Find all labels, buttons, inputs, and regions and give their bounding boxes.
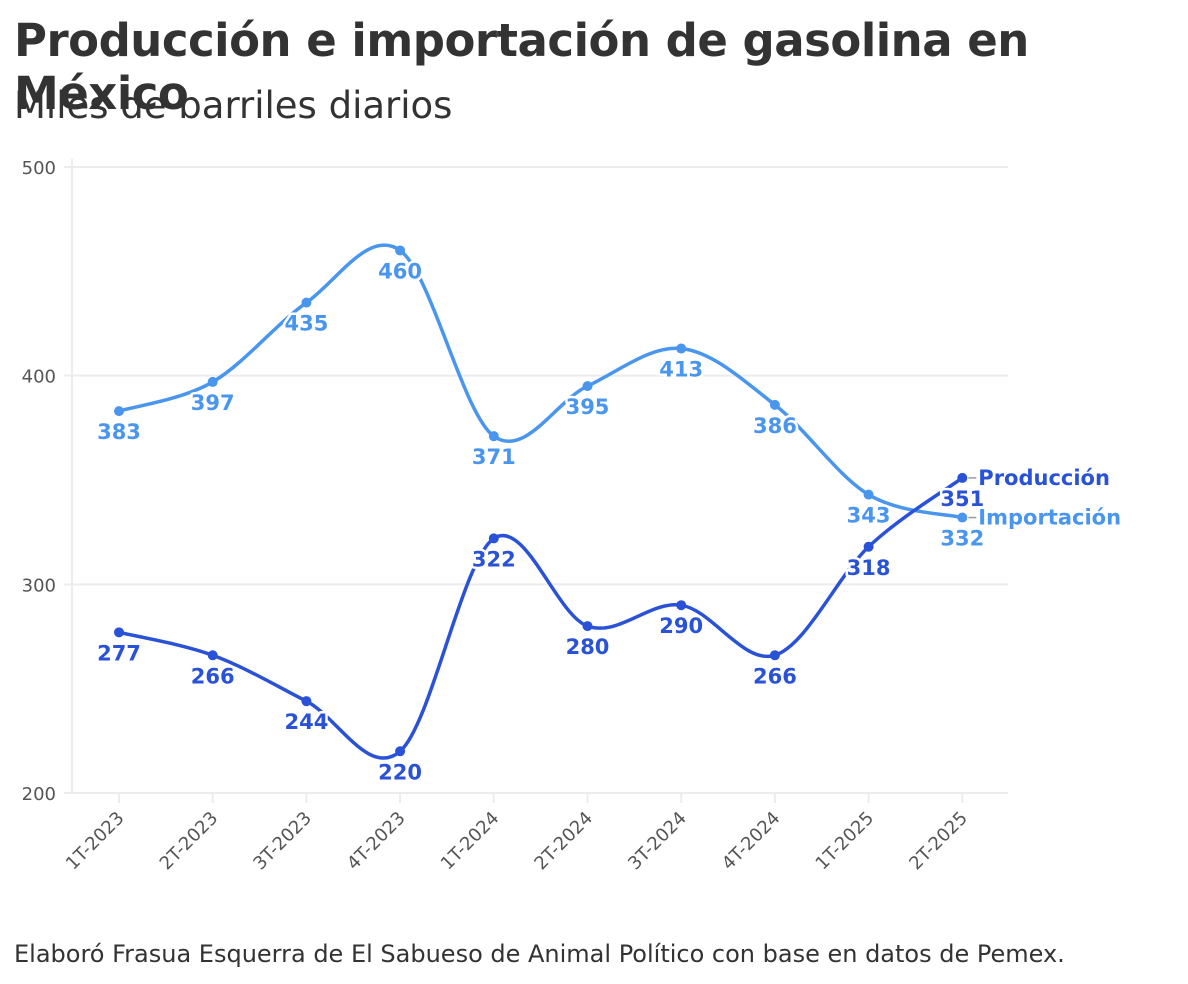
data-label-produccion: 266 [753, 664, 797, 688]
data-point-produccion [769, 650, 780, 661]
data-point-produccion [207, 650, 218, 661]
y-tick-label: 500 [22, 158, 56, 179]
data-label-produccion: 318 [847, 556, 891, 580]
data-point-importacion [582, 381, 593, 392]
x-tick-label: 1T-2024 [437, 808, 504, 875]
data-point-produccion [957, 472, 968, 483]
data-point-importacion [769, 399, 780, 410]
source-note: Elaboró Frasua Esquerra de El Sabueso de… [14, 940, 1065, 968]
x-tick-label: 1T-2023 [62, 808, 129, 875]
x-tick-label: 3T-2024 [624, 808, 691, 875]
data-label-produccion: 351 [940, 487, 984, 511]
y-tick-label: 200 [22, 784, 56, 805]
series-line-produccion [118, 476, 964, 760]
x-tick-label: 2T-2023 [156, 808, 223, 875]
data-label-importacion: 343 [847, 504, 891, 528]
x-tick-label: 4T-2023 [343, 808, 410, 875]
data-label-importacion: 332 [940, 527, 984, 551]
x-tick-label: 3T-2023 [249, 808, 316, 875]
data-point-produccion [863, 541, 874, 552]
y-tick-label: 300 [22, 575, 56, 596]
x-tick-label: 2T-2025 [905, 808, 972, 875]
data-label-importacion: 383 [97, 420, 141, 444]
legend-produccion: Producción [978, 466, 1110, 490]
data-point-importacion [114, 406, 124, 417]
x-tick-label: 2T-2024 [530, 808, 597, 875]
data-label-importacion: 435 [284, 312, 328, 336]
data-label-produccion: 266 [191, 664, 235, 688]
data-label-produccion: 290 [659, 614, 703, 638]
data-label-produccion: 244 [284, 710, 328, 734]
data-point-produccion [301, 696, 312, 707]
data-point-importacion [676, 343, 687, 354]
data-point-importacion [207, 376, 218, 387]
x-tick-label: 1T-2025 [812, 808, 879, 875]
data-point-produccion [582, 621, 593, 632]
data-point-importacion [488, 431, 499, 442]
data-point-importacion [395, 245, 406, 256]
data-point-importacion [863, 489, 874, 500]
data-point-importacion [957, 512, 968, 523]
data-label-importacion: 371 [472, 445, 516, 469]
data-point-produccion [676, 600, 687, 611]
data-point-produccion [395, 746, 406, 757]
y-tick-label: 400 [22, 367, 56, 388]
data-point-importacion [301, 297, 312, 308]
chart-title: Producción e importación de gasolina en … [14, 14, 1029, 120]
data-label-produccion: 322 [472, 547, 516, 571]
data-label-produccion: 220 [378, 760, 422, 784]
x-tick-label: 4T-2024 [718, 808, 785, 875]
data-label-produccion: 280 [566, 635, 610, 659]
data-label-produccion: 277 [97, 641, 141, 665]
data-label-importacion: 395 [566, 395, 610, 419]
legend-importacion: Importación [978, 506, 1121, 530]
data-point-produccion [488, 533, 499, 544]
data-label-importacion: 397 [191, 391, 235, 415]
data-label-importacion: 460 [378, 259, 422, 283]
series-line-importacion [118, 243, 963, 520]
data-label-importacion: 386 [753, 414, 797, 438]
data-point-produccion [114, 627, 124, 638]
data-label-importacion: 413 [659, 358, 703, 382]
chart-subtitle: Miles de barriles diarios [14, 84, 453, 127]
